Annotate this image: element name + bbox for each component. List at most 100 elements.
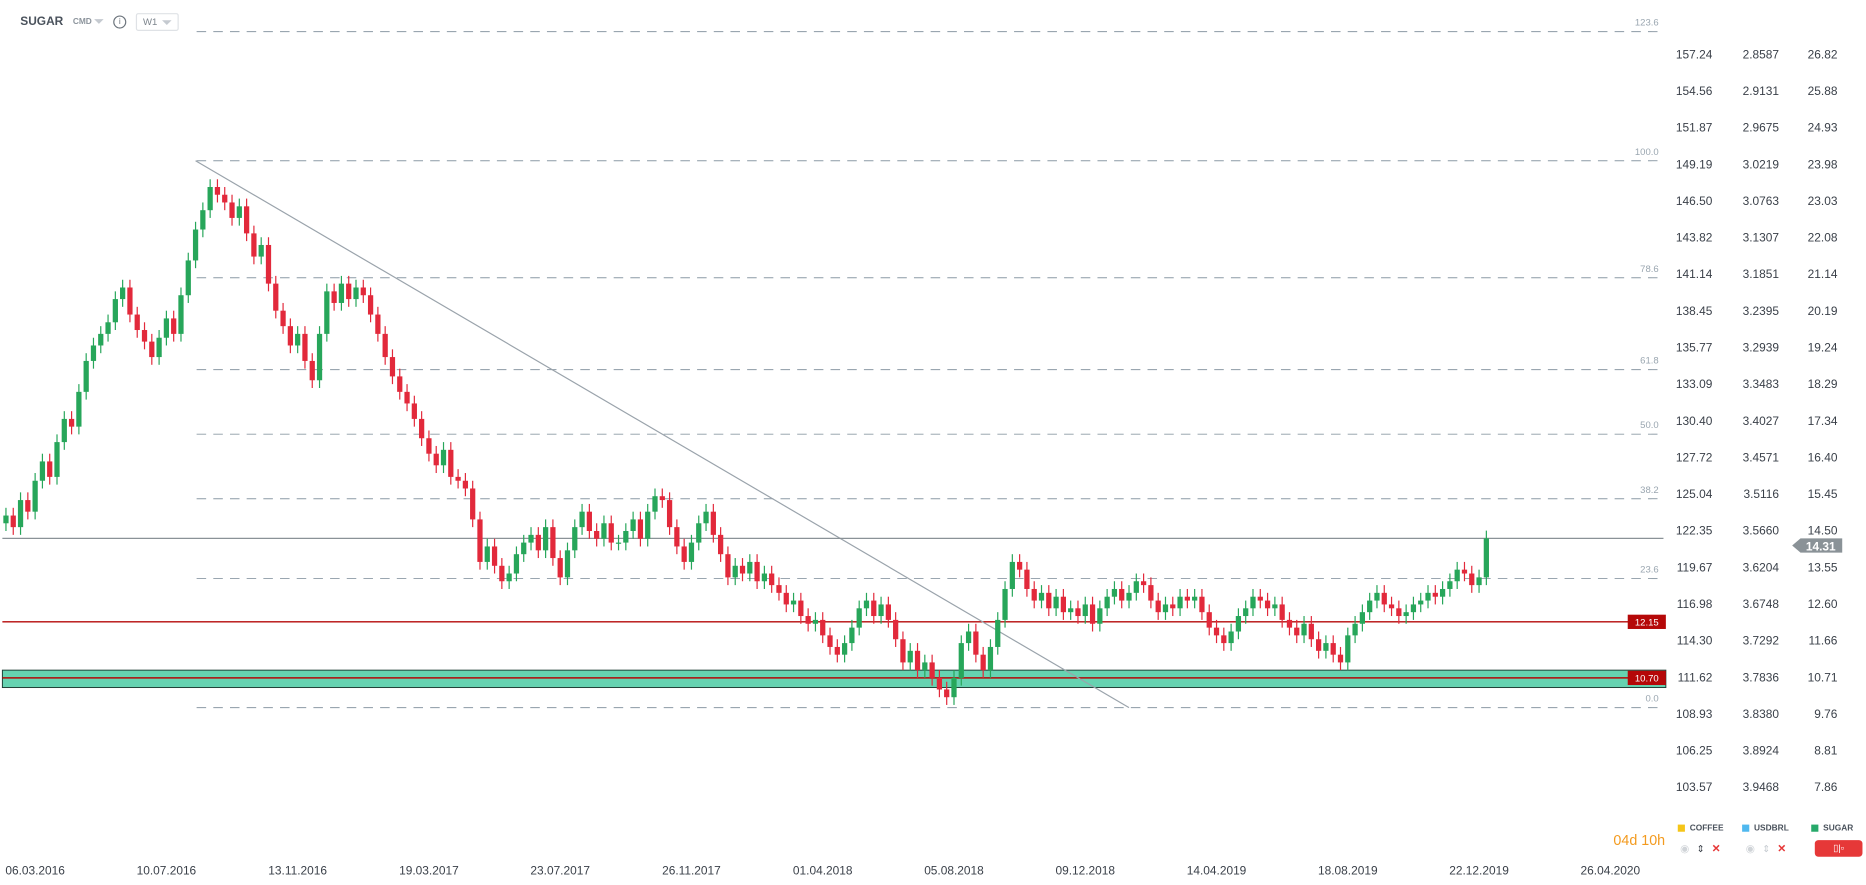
fib-level-label: 100.0 [1635,147,1659,158]
fib-level-label: 123.6 [1635,18,1659,29]
candle-body [39,461,46,481]
x-axis-tick: 01.04.2018 [793,864,853,878]
sugar-axis-tick: 22.08 [1808,231,1838,245]
candle-body [25,500,31,512]
candle-body [112,299,118,323]
move-arrows-icon[interactable]: ⇕ [1762,843,1771,855]
usdbrl-axis-tick: 3.7836 [1743,670,1780,684]
sugar-axis-tick: 12.60 [1808,597,1838,611]
candle-body [83,360,89,392]
sugar-axis-tick: 16.40 [1808,450,1838,464]
x-axis-tick: 14.04.2019 [1187,864,1247,878]
candle-body [280,310,286,327]
candle-body [659,496,665,501]
candle-body [76,391,82,427]
candle-body [1272,604,1278,609]
candle-body [353,287,359,300]
candle-body [316,333,323,381]
candle-body [367,295,374,315]
candle-body [783,592,789,605]
candle-body [287,326,293,346]
close-icon[interactable]: ✕ [1777,842,1787,855]
coffee-axis-tick: 135.77 [1676,341,1713,355]
coffee-axis-tick: 149.19 [1676,157,1713,171]
legend-label: SUGAR [1823,824,1854,833]
candle-body [1432,592,1438,597]
candle-body [68,418,75,427]
candle-body [1243,608,1249,617]
candle-body [1009,561,1015,589]
candle-body [849,627,855,644]
candle-body [105,322,111,334]
usdbrl-controls: ◉ ⇕ ✕ [1746,842,1787,855]
candle-body [1367,600,1373,613]
sugar-axis-tick: 25.88 [1808,84,1838,98]
candle-body [229,202,235,218]
chart-type-button[interactable]: ▯|▫ [1814,840,1863,857]
usdbrl-axis-tick: 3.2395 [1743,304,1780,318]
candle-body [929,662,935,678]
candle-body [572,527,578,551]
candle-body [192,229,199,261]
usdbrl-axis-tick: 3.3483 [1743,377,1780,391]
eye-icon[interactable]: ◉ [1680,842,1690,855]
sugar-axis-tick: 9.76 [1814,707,1838,721]
x-axis-tick: 22.12.2019 [1449,864,1509,878]
x-axis-tick: 09.12.2018 [1055,864,1115,878]
candle-body [732,565,738,578]
candle-body [127,287,133,315]
candlestick-icon: ▯|▫ [1833,842,1845,854]
x-axis-tick: 13.11.2016 [268,864,327,878]
color-swatch [1742,824,1750,832]
candle-body [134,314,140,331]
candle-body [1476,577,1482,586]
candle-body [1447,581,1453,589]
info-icon[interactable]: i [113,15,127,29]
x-axis-tick: 26.04.2020 [1581,864,1641,878]
coffee-axis-tick: 127.72 [1676,450,1713,464]
usdbrl-axis-tick: 3.8380 [1743,707,1780,721]
eye-icon[interactable]: ◉ [1745,842,1756,855]
candle-body [1308,623,1314,640]
candle-body [594,531,600,539]
candle-body [499,565,505,582]
usdbrl-axis-tick: 3.5660 [1743,524,1780,538]
candle-body [273,283,279,311]
candle-body [1388,604,1395,609]
candle-body [1162,604,1169,613]
market-selector[interactable]: CMD [73,18,104,26]
candle-body [506,573,512,582]
usdbrl-axis-tick: 3.6748 [1743,597,1780,611]
sugar-axis-tick: 26.82 [1808,47,1838,61]
legend-usdbrl: USDBRL [1742,825,1789,833]
sugar-axis-tick: 18.29 [1808,377,1838,391]
candle-body [1097,608,1103,624]
candle-body [1396,608,1402,617]
candle-body [805,616,811,624]
candle-body [973,631,979,655]
candle-body [1199,596,1205,613]
candle-body [1053,596,1059,609]
candle-body [1359,612,1366,624]
candle-body [1330,643,1336,655]
candle-body [1119,588,1125,601]
close-icon[interactable]: ✕ [1711,842,1721,855]
candle-body [681,546,687,562]
candle-body [207,187,213,211]
candle-body [491,546,498,566]
candle-body [462,480,469,489]
timeframe-dropdown[interactable]: W1 [135,13,179,31]
candle-body [1104,596,1110,609]
candle-body [630,519,636,532]
symbol-name: SUGAR [20,15,64,29]
price-label-bg [1627,614,1666,629]
coffee-axis-tick: 103.57 [1676,780,1713,794]
candle-body [243,206,250,234]
move-arrows-icon[interactable]: ⇕ [1696,843,1705,855]
coffee-axis-tick: 133.09 [1676,377,1713,391]
candle-body [623,531,629,543]
usdbrl-axis-tick: 3.9468 [1743,780,1780,794]
sugar-axis-tick: 15.45 [1808,487,1838,501]
candle-body [1294,627,1300,636]
